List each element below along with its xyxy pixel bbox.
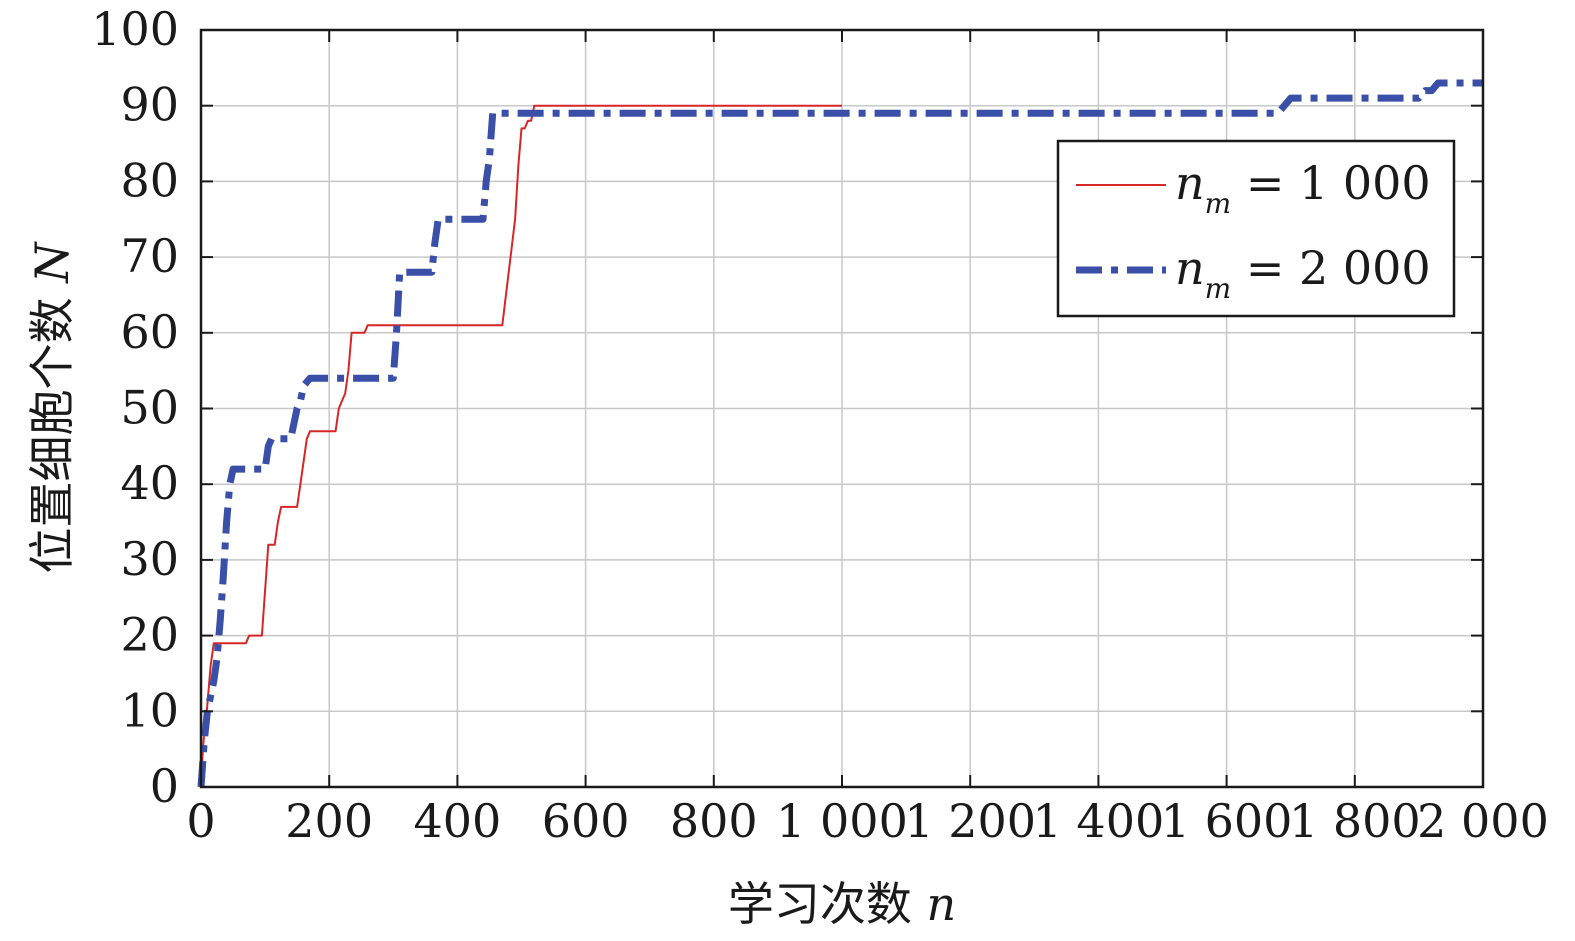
x-tick-label: 1 000 [776, 794, 908, 848]
x-tick-label: 1 600 [1161, 794, 1293, 848]
y-tick-labels: 0 10 20 30 40 50 60 70 80 90 100 [91, 2, 179, 813]
x-tick-label: 200 [285, 794, 373, 848]
legend: nm = 1 000 nm = 2 000 [1056, 139, 1456, 318]
legend-box [1056, 139, 1456, 318]
x-tick-label: 1 400 [1033, 794, 1165, 848]
x-tick-label: 800 [670, 794, 758, 848]
axis-ticks [200, 29, 1484, 788]
y-tick-label: 0 [150, 759, 179, 813]
y-tick-label: 80 [120, 153, 179, 207]
legend-label-series-2: nm = 2 000 [1175, 241, 1431, 305]
x-tick-label: 400 [413, 794, 501, 848]
y-tick-label: 30 [120, 532, 179, 586]
x-tick-label: 600 [542, 794, 630, 848]
series-line-1 [200, 104, 842, 788]
x-tick-label: 2 000 [1417, 794, 1549, 848]
legend-label-series-1: nm = 1 000 [1175, 156, 1431, 220]
y-tick-label: 20 [120, 608, 179, 662]
x-tick-label: 0 [186, 794, 215, 848]
series-line-2 [197, 79, 1483, 788]
x-axis-label: 学习次数 n [728, 877, 956, 931]
y-tick-label: 100 [91, 2, 179, 56]
y-axis-label: 位置细胞个数 N [25, 241, 79, 574]
y-tick-label: 60 [120, 305, 179, 359]
x-tick-label: 1 800 [1289, 794, 1421, 848]
y-tick-label: 50 [120, 381, 179, 435]
y-tick-label: 70 [120, 229, 179, 283]
y-tick-label: 10 [120, 683, 179, 737]
y-tick-label: 40 [120, 456, 179, 510]
y-tick-label: 90 [120, 78, 179, 132]
x-tick-label: 1 200 [904, 794, 1036, 848]
series-layer [197, 79, 1483, 788]
